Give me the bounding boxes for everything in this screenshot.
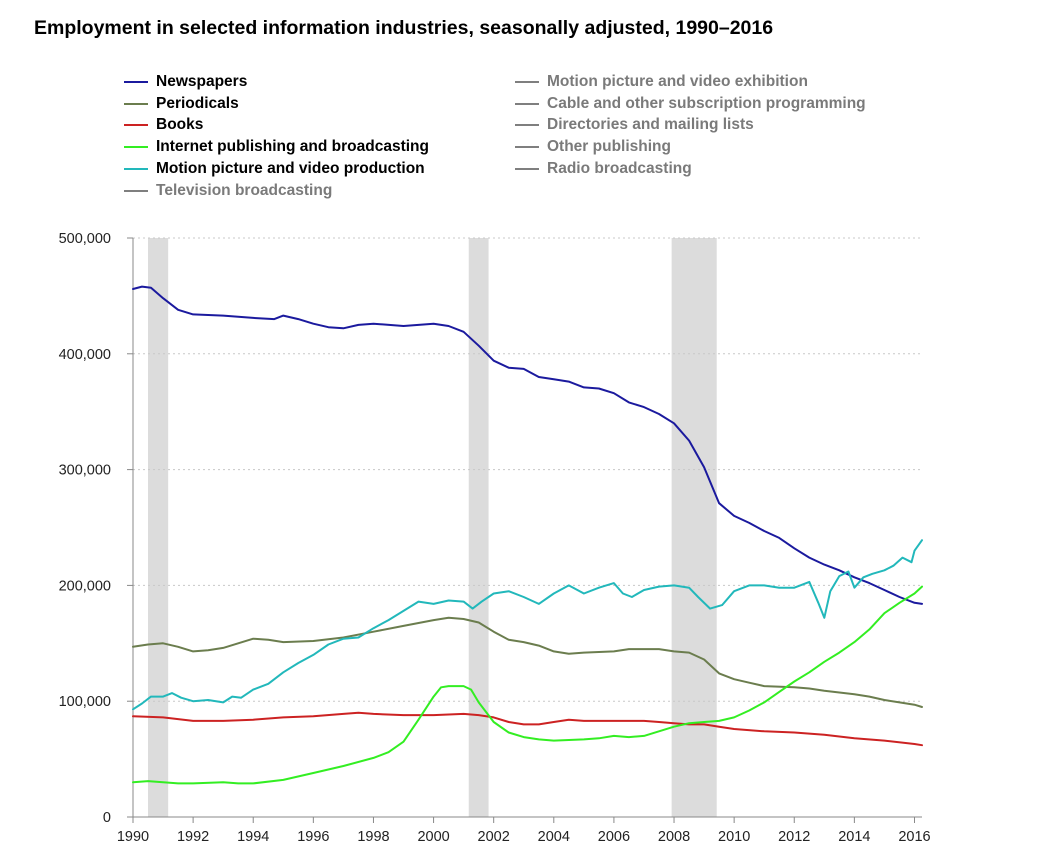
x-tick-label: 2012 [778, 829, 810, 845]
axes: 0 100,000 200,000 300,000 400,000 500,000 1990… [59, 231, 931, 845]
legend-swatch [124, 102, 148, 105]
x-tick-label: 1996 [297, 829, 329, 845]
x-tick-label: 2002 [478, 829, 510, 845]
legend-label: Internet publishing and broadcasting [156, 138, 429, 156]
series-line-newspapers [132, 285, 923, 605]
series-line-motion-picture-and-video-production [132, 539, 923, 711]
legend-item-television-broadcasting[interactable]: Television broadcasting [124, 180, 429, 202]
legend-label: Television broadcasting [156, 181, 333, 199]
y-tick-label: 0 [103, 810, 111, 826]
legend-swatch [515, 124, 539, 127]
legend-column-2: Motion picture and video exhibition Cabl… [515, 71, 866, 180]
legend-swatch [515, 146, 539, 149]
x-tick-label: 1998 [357, 829, 389, 845]
recession-band [671, 238, 717, 817]
legend-item-motion-picture-exhibition[interactable]: Motion picture and video exhibition [515, 71, 866, 93]
recession-bands [148, 238, 717, 817]
legend-swatch [124, 146, 148, 149]
legend-swatch [515, 168, 539, 171]
y-tick-label: 500,000 [59, 231, 111, 247]
gridlines [133, 237, 922, 702]
legend-swatch [124, 124, 148, 127]
legend-label: Radio broadcasting [547, 160, 692, 178]
legend-label: Periodicals [156, 94, 239, 112]
legend-swatch [515, 80, 539, 83]
series-line-periodicals [132, 616, 923, 708]
legend-item-internet-publishing[interactable]: Internet publishing and broadcasting [124, 136, 429, 158]
legend-label: Other publishing [547, 138, 671, 156]
series-line-books [132, 711, 923, 747]
series-lines [132, 285, 923, 785]
legend-item-newspapers[interactable]: Newspapers [124, 71, 429, 93]
legend-item-motion-picture-production[interactable]: Motion picture and video production [124, 158, 429, 180]
x-tick-label: 1990 [117, 829, 149, 845]
legend-item-periodicals[interactable]: Periodicals [124, 93, 429, 115]
series-line-internet-publishing-and-broadcasting [132, 585, 923, 785]
legend-item-other-publishing[interactable]: Other publishing [515, 136, 866, 158]
legend-item-directories-mailing-lists[interactable]: Directories and mailing lists [515, 115, 866, 137]
legend-item-cable-programming[interactable]: Cable and other subscription programming [515, 93, 866, 115]
x-tick-label: 2008 [658, 829, 690, 845]
recession-band [468, 238, 489, 817]
y-tick-label: 400,000 [59, 347, 111, 363]
legend-label: Motion picture and video production [156, 160, 425, 178]
x-tick-label: 2010 [718, 829, 750, 845]
legend-item-radio-broadcasting[interactable]: Radio broadcasting [515, 158, 866, 180]
y-tick-label: 200,000 [59, 578, 111, 594]
legend-swatch [124, 80, 148, 83]
legend-swatch [515, 102, 539, 105]
legend-column-1: Newspapers Periodicals Books Internet pu… [124, 71, 429, 202]
legend-swatch [124, 189, 148, 192]
legend-label: Books [156, 116, 204, 134]
x-tick-label: 1994 [237, 829, 269, 845]
legend-label: Newspapers [156, 72, 248, 90]
legend-item-books[interactable]: Books [124, 115, 429, 137]
x-tick-label: 2000 [417, 829, 449, 845]
x-tick-label: 2016 [898, 829, 930, 845]
chart-title: Employment in selected information indus… [34, 17, 774, 39]
legend-label: Directories and mailing lists [547, 116, 754, 134]
legend-label: Cable and other subscription programming [547, 94, 866, 112]
y-tick-label: 300,000 [59, 463, 111, 479]
recession-band [148, 238, 169, 817]
x-tick-label: 2006 [598, 829, 630, 845]
x-tick-label: 2004 [538, 829, 570, 845]
x-tick-label: 1992 [177, 829, 209, 845]
legend-label: Motion picture and video exhibition [547, 72, 808, 90]
legend-swatch [124, 168, 148, 171]
x-tick-label: 2014 [838, 829, 870, 845]
y-tick-label: 100,000 [59, 694, 111, 710]
